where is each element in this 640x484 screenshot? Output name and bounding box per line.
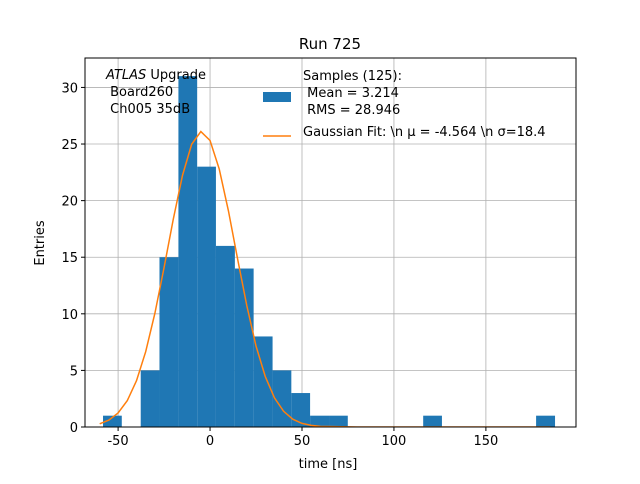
y-tick-label: 20 xyxy=(61,195,78,210)
annotation-line: Board260 xyxy=(106,85,173,100)
y-tick-label: 15 xyxy=(61,251,78,266)
histogram-bar xyxy=(272,370,292,427)
histogram-bar xyxy=(159,257,179,427)
annotation-line: Upgrade xyxy=(146,68,206,83)
legend-label: Samples (125): Mean = 3.214 RMS = 28.946 xyxy=(303,69,402,118)
histogram-bar xyxy=(423,415,442,427)
annotation-line: Ch005 35dB xyxy=(106,102,190,117)
annotation-emphasis: ATLAS xyxy=(105,68,146,83)
y-axis-label: Entries xyxy=(33,220,48,266)
histogram-bar xyxy=(329,415,348,427)
y-tick-label: 30 xyxy=(61,81,78,96)
histogram-bar xyxy=(291,393,311,427)
x-tick-label: 0 xyxy=(206,434,214,449)
histogram-bar xyxy=(197,166,216,427)
chart-title: Run 725 xyxy=(299,35,361,53)
y-tick-label: 25 xyxy=(61,138,78,153)
histogram-bar xyxy=(215,245,235,427)
histogram-bar xyxy=(140,370,160,427)
plot-frame xyxy=(84,57,577,428)
legend-patch xyxy=(263,92,291,102)
histogram-bar xyxy=(536,415,556,427)
x-tick-label: 50 xyxy=(294,434,311,449)
fit-line xyxy=(99,130,551,427)
x-tick-label: 100 xyxy=(382,434,407,449)
y-tick-label: 5 xyxy=(70,364,78,379)
histogram-bar xyxy=(234,268,254,427)
x-tick-label: 150 xyxy=(473,434,498,449)
histogram-bar xyxy=(310,415,330,427)
y-tick-label: 10 xyxy=(61,308,78,323)
histogram-bar xyxy=(103,415,122,427)
x-tick-label: -50 xyxy=(107,434,128,449)
histogram-bar xyxy=(178,76,198,428)
histogram-bar xyxy=(253,336,273,427)
y-tick-label: 0 xyxy=(70,421,78,436)
legend-label: Gaussian Fit: \n μ = -4.564 \n σ=18.4 xyxy=(303,125,546,140)
annotation: ATLAS Upgrade Board260 Ch005 35dB xyxy=(105,68,206,117)
x-axis-label: time [ns] xyxy=(299,457,358,472)
